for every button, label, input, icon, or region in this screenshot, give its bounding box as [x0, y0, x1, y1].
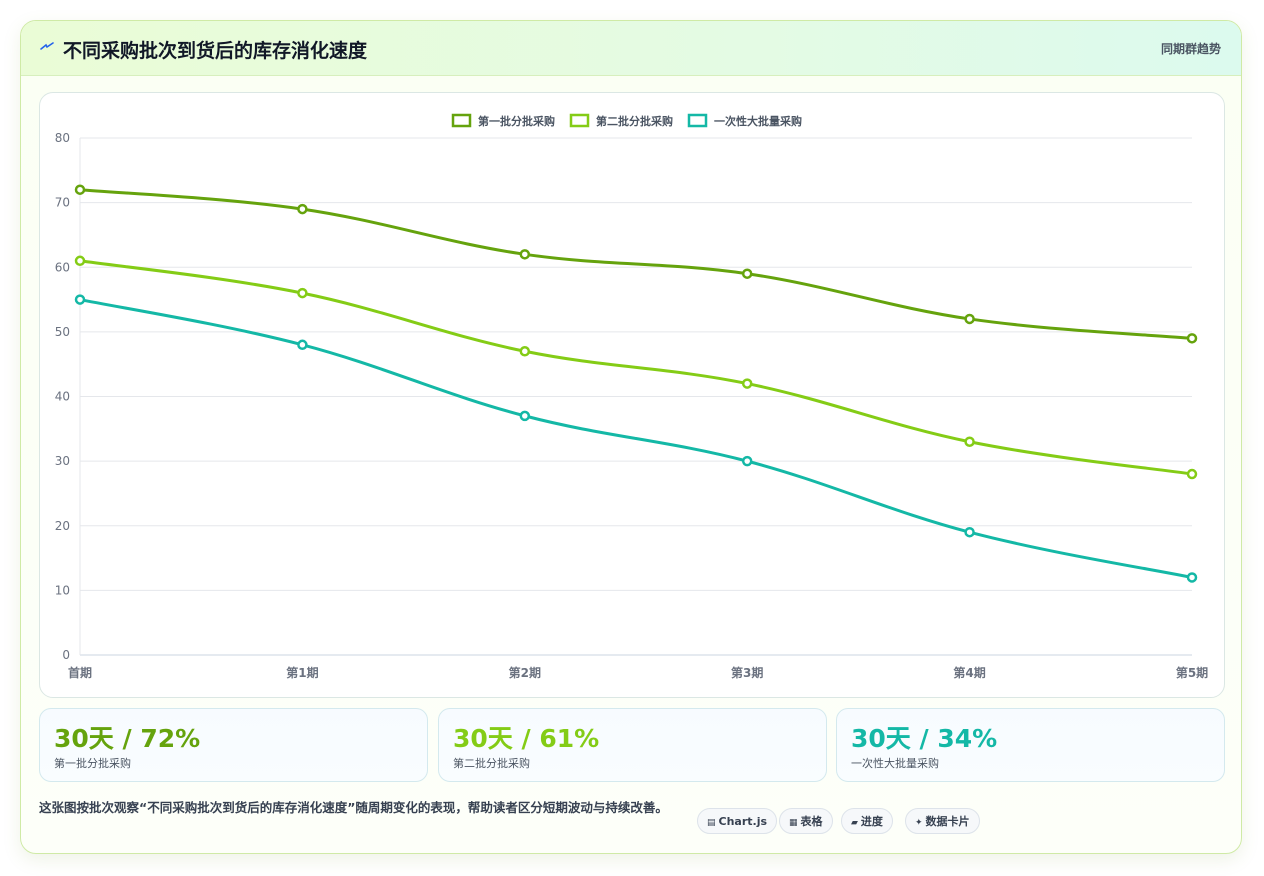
- lightning-icon: [40, 42, 54, 50]
- progress-icon: ▰: [851, 818, 858, 828]
- stat-label: 一次性大批量采购: [851, 757, 939, 770]
- y-tick-label: 30: [55, 454, 70, 468]
- page-title: 不同采购批次到货后的库存消化速度: [63, 40, 368, 62]
- data-point: [964, 313, 975, 325]
- legend-label: 一次性大批量采购: [714, 114, 802, 128]
- data-point: [519, 249, 531, 260]
- chart-container: 0 10 20 30 40 50 60 70 80 首期 第1期 第2期 第3期 第4期 第5期 第一批分批采…: [39, 92, 1225, 698]
- data-point: [741, 378, 753, 389]
- data-point: [1186, 333, 1198, 344]
- data-point: [519, 410, 531, 422]
- stat-value: 30天 / 61%: [453, 724, 600, 753]
- chip-table[interactable]: ▦ 表格: [779, 808, 833, 834]
- legend-label: 第二批分批采购: [596, 114, 673, 128]
- data-point: [1186, 468, 1198, 480]
- y-tick-label: 10: [55, 583, 70, 597]
- chip-data-card[interactable]: ✦ 数据卡片: [905, 808, 980, 834]
- data-point: [297, 287, 308, 299]
- chart-icon: ▤: [707, 818, 716, 828]
- trend-tag: 同期群趋势: [1160, 42, 1221, 56]
- y-tick-label: 80: [55, 131, 70, 145]
- line-chart: 0 10 20 30 40 50 60 70 80 首期 第1期 第2期 第3期 第4期 第5期 第一批分批采…: [55, 113, 1208, 680]
- x-tick-label: 第4期: [953, 665, 985, 680]
- series-line-1: [79, 188, 1193, 340]
- data-point: [1186, 572, 1198, 583]
- data-point: [741, 268, 753, 279]
- x-tick-label: 首期: [68, 665, 92, 680]
- x-tick-label: 第5期: [1176, 665, 1208, 680]
- stat-value: 30天 / 34%: [851, 724, 998, 753]
- stat-label: 第二批分批采购: [453, 757, 530, 770]
- y-tick-label: 0: [62, 648, 70, 662]
- stat-label: 第一批分批采购: [54, 757, 131, 770]
- series-line-3: [79, 298, 1193, 579]
- data-point: [74, 294, 86, 305]
- y-tick-label: 40: [55, 390, 70, 404]
- card-header: 不同采购批次到货后的库存消化速度 同期群趋势: [21, 21, 1241, 76]
- x-tick-label: 第3期: [731, 665, 763, 680]
- data-point: [74, 255, 86, 267]
- stat-value: 30天 / 72%: [54, 724, 201, 753]
- sparkle-icon: ✦: [915, 818, 923, 828]
- y-tick-label: 60: [55, 260, 70, 274]
- y-tick-label: 50: [55, 325, 70, 339]
- stat-card-2: 30天 / 61% 第二批分批采购: [438, 708, 827, 782]
- chart-card: 不同采购批次到货后的库存消化速度 同期群趋势 0 10 20 30 40 50 60 70 80…: [20, 20, 1242, 854]
- data-point: [519, 346, 531, 357]
- data-point: [297, 339, 308, 351]
- data-point: [297, 203, 308, 215]
- legend-swatch: [451, 113, 472, 128]
- chip-progress[interactable]: ▰ 进度: [841, 808, 893, 834]
- y-tick-label: 20: [55, 519, 70, 533]
- stat-card-3: 30天 / 34% 一次性大批量采购: [836, 708, 1225, 782]
- data-point: [964, 526, 975, 538]
- legend-swatch: [687, 113, 708, 128]
- x-tick-label: 第2期: [509, 665, 541, 680]
- legend-label: 第一批分批采购: [478, 114, 555, 128]
- data-point: [741, 455, 753, 467]
- chart-description: 这张图按批次观察“不同采购批次到货后的库存消化速度”随周期变化的表现，帮助读者区…: [39, 800, 668, 815]
- chip-chartjs[interactable]: ▤ Chart.js: [697, 808, 778, 834]
- series-line-2: [79, 259, 1193, 476]
- y-tick-label: 70: [55, 196, 70, 210]
- data-point: [964, 436, 975, 447]
- stat-card-1: 30天 / 72% 第一批分批采购: [39, 708, 428, 782]
- table-icon: ▦: [789, 818, 798, 828]
- data-point: [74, 184, 86, 195]
- legend-swatch: [569, 113, 590, 128]
- x-tick-label: 第1期: [286, 665, 318, 680]
